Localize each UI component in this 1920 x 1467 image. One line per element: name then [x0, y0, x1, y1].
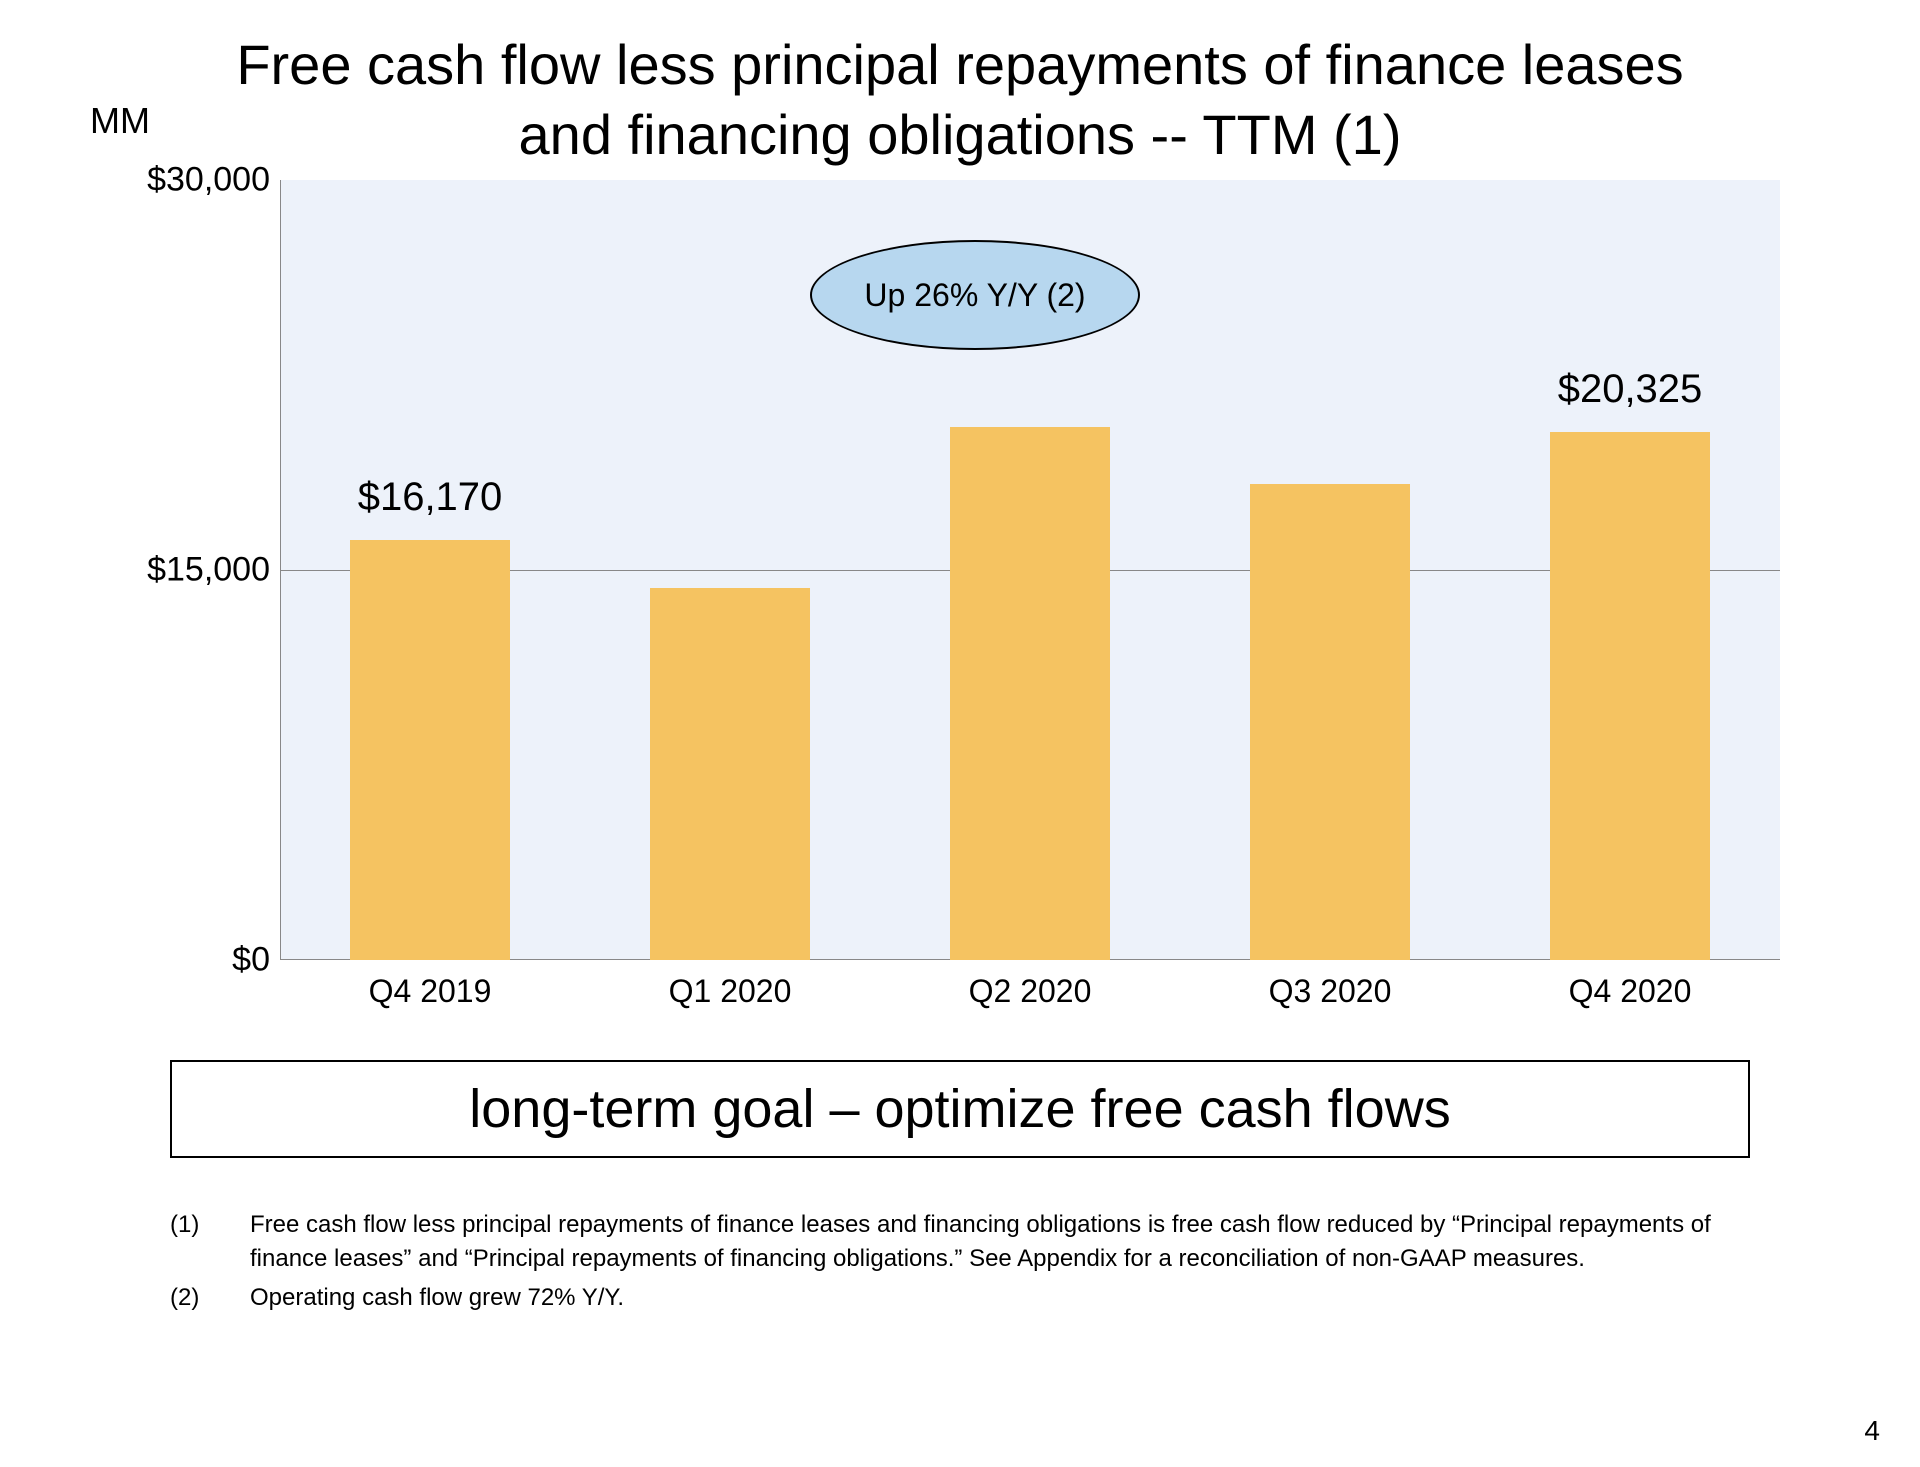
bar	[1250, 484, 1410, 960]
footnote-text: Operating cash flow grew 72% Y/Y.	[250, 1281, 1750, 1315]
bar-group: $16,170Q4 2019	[280, 180, 580, 960]
x-tick-label: Q4 2020	[1569, 973, 1692, 1010]
y-tick-label: $0	[140, 941, 270, 980]
unit-label: MM	[90, 100, 150, 142]
bar	[350, 540, 510, 960]
callout-text: Up 26% Y/Y (2)	[864, 277, 1085, 314]
footnote-row: (2)Operating cash flow grew 72% Y/Y.	[170, 1281, 1750, 1315]
x-tick-label: Q1 2020	[669, 973, 792, 1010]
y-tick-label: $30,000	[140, 161, 270, 200]
footnote-number: (2)	[170, 1281, 250, 1315]
footnotes: (1)Free cash flow less principal repayme…	[170, 1208, 1750, 1315]
footnote-text: Free cash flow less principal repayments…	[250, 1208, 1750, 1275]
bar-value-label: $20,325	[1558, 367, 1703, 412]
x-tick-label: Q4 2019	[369, 973, 492, 1010]
footnote-number: (1)	[170, 1208, 250, 1275]
page-number: 4	[1864, 1415, 1880, 1447]
x-tick-label: Q3 2020	[1269, 973, 1392, 1010]
bar	[1550, 432, 1710, 960]
chart-area: $0$15,000$30,000 $16,170Q4 2019Q1 2020Q2…	[170, 180, 1780, 1020]
bar	[650, 588, 810, 960]
callout-ellipse: Up 26% Y/Y (2)	[810, 240, 1140, 350]
footnote-row: (1)Free cash flow less principal repayme…	[170, 1208, 1750, 1275]
bar	[950, 427, 1110, 960]
title-line-2: and financing obligations -- TTM (1)	[519, 103, 1402, 166]
title-line-1: Free cash flow less principal repayments…	[236, 33, 1683, 96]
goal-box: long-term goal – optimize free cash flow…	[170, 1060, 1750, 1158]
bar-group: $20,325Q4 2020	[1480, 180, 1780, 960]
bar-value-label: $16,170	[358, 475, 503, 520]
chart-title: Free cash flow less principal repayments…	[80, 30, 1840, 170]
bar-group: Q3 2020	[1180, 180, 1480, 960]
x-tick-label: Q2 2020	[969, 973, 1092, 1010]
y-tick-label: $15,000	[140, 551, 270, 590]
